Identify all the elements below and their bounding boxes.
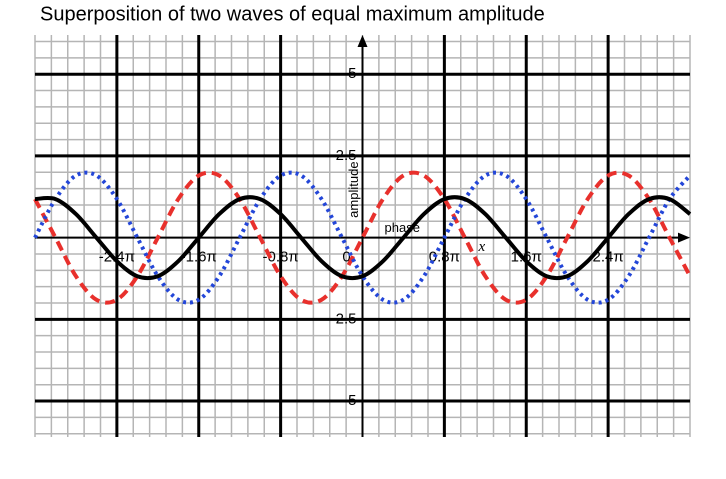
x-variable: x <box>478 239 486 255</box>
x-tick-label: 0.8π <box>429 249 460 266</box>
x-tick-label: -0.8π <box>263 249 299 266</box>
x-axis-arrow <box>678 232 690 243</box>
x-tick-label: 0 <box>342 249 350 266</box>
y-tick-label: 2.5 <box>336 147 357 164</box>
y-tick-label: 5 <box>348 65 356 82</box>
y-axis-label: amplitude <box>346 161 361 217</box>
y-tick-label: -2.5 <box>331 310 357 327</box>
y-axis-arrow <box>357 35 368 47</box>
wave-line <box>33 170 692 305</box>
x-tick-label: 2.4π <box>593 249 624 266</box>
chart-title: Superposition of two waves of equal maxi… <box>40 3 545 25</box>
y-tick-label: -5 <box>343 392 356 409</box>
x-tick-label: -1.6π <box>181 249 217 266</box>
wave-line <box>33 170 692 305</box>
wave-line <box>34 195 692 281</box>
